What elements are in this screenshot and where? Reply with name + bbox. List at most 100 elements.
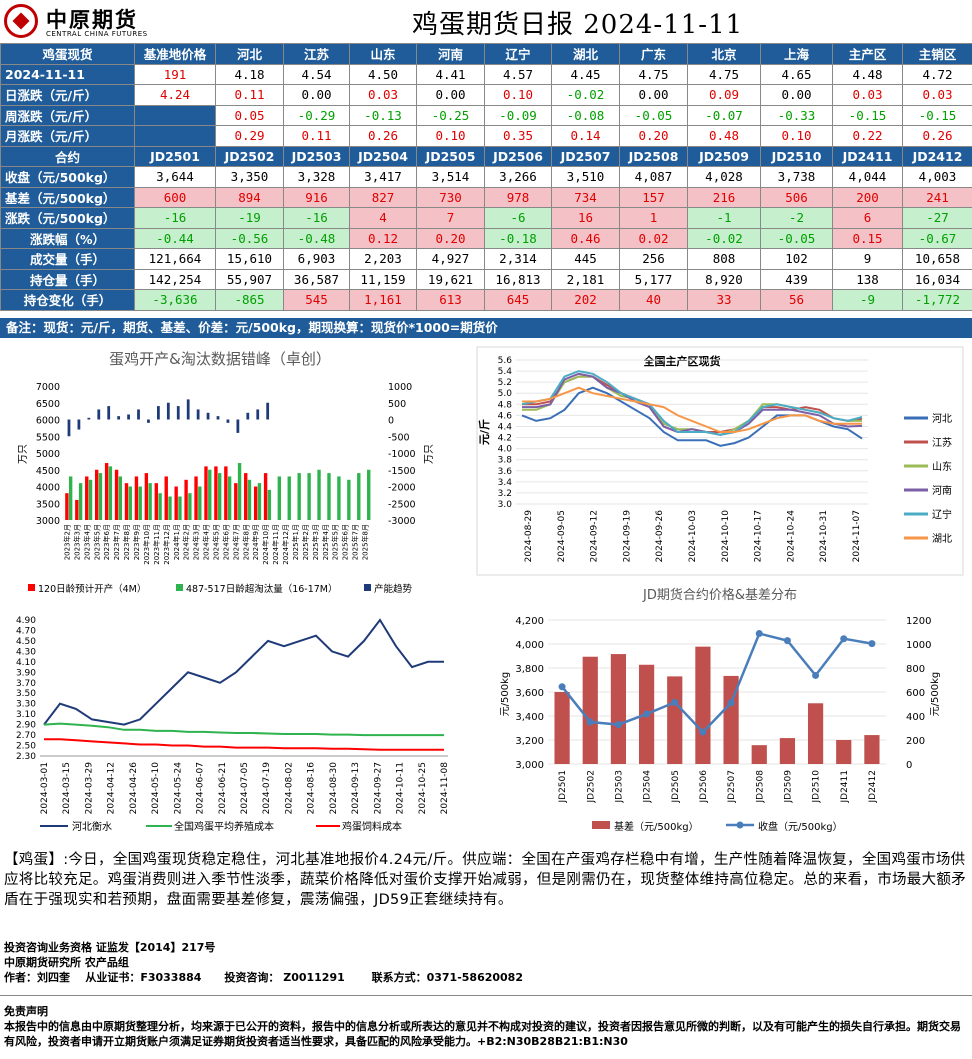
y-tick-label: 3.0: [498, 500, 513, 510]
contract-code: JD2503: [283, 145, 350, 167]
table-cell: 0.11: [283, 125, 350, 147]
y-tick-label: 2.90: [16, 721, 36, 731]
close-point: [699, 728, 707, 736]
column-header: 广东: [619, 43, 688, 65]
y-tick-label: 6000: [36, 416, 60, 427]
cull-bar: [237, 463, 242, 520]
open-bar: [174, 486, 178, 520]
y-tick-label: 5000: [36, 449, 60, 460]
x-tick-label: JD2504: [643, 770, 653, 804]
table-cell: 4.41: [416, 63, 485, 85]
x-tick-label: 2024-09-27: [373, 762, 383, 814]
table-cell: -0.05: [619, 104, 688, 126]
basis-bar: [779, 738, 796, 764]
contract-code: JD2412: [902, 145, 972, 167]
legend-label: 辽宁: [932, 508, 952, 521]
y-axis-label: 元/斤: [477, 419, 491, 445]
x-tick-label: 2023年8月: [122, 524, 131, 560]
table-cell: -3,636: [134, 289, 216, 311]
legend-label: 河北: [932, 413, 952, 425]
close-line: [561, 632, 873, 734]
open-bar: [114, 469, 119, 520]
basis-bar: [723, 675, 739, 764]
y2-axis-label: 元/500kg: [930, 672, 941, 717]
y-tick-label: 5500: [36, 432, 60, 443]
x-tick-label: 2023年4月: [82, 524, 91, 560]
series-line: [43, 618, 444, 726]
table-cell: 6,903: [283, 248, 350, 270]
table-row: 2024-11-11 191 4.18 4.54 4.50 4.41 4.57 4.45 4.7…: [0, 63, 972, 85]
trend-bar: [117, 416, 121, 420]
legend-label: 全国鸡蛋平均养殖成本: [174, 820, 274, 833]
cull-bar: [267, 489, 272, 520]
row-label: 周涨跌（元/斤）: [0, 104, 135, 126]
table-cell: -16: [283, 207, 350, 229]
table-cell: -0.25: [416, 104, 485, 126]
y-tick-label: 4,000: [515, 640, 544, 651]
open-bar: [154, 483, 158, 520]
table-cell: 645: [484, 289, 552, 311]
close-point: [812, 671, 820, 679]
y-tick-label: 4.0: [498, 445, 513, 455]
basis-bar: [667, 676, 683, 764]
x-tick-label: 2024-09-13: [351, 762, 361, 814]
x-tick-label: 2024年8月: [241, 524, 250, 560]
footer-author: 作者：刘四奎 从业证书：F3033884 投资咨询： Z0011291 联系方式…: [4, 971, 523, 984]
table-cell: -0.15: [902, 104, 972, 126]
cull-bar: [367, 469, 371, 520]
table-cell: -6: [484, 207, 552, 229]
cull-bar: [118, 476, 123, 520]
trend-bar: [266, 402, 270, 420]
y2-tick-label: 800: [906, 664, 925, 675]
row-label: 持仓变化（手）: [0, 289, 135, 311]
open-bar: [234, 483, 238, 520]
x-tick-label: JD2506: [699, 770, 709, 804]
y-tick-label: 4.4: [498, 422, 513, 432]
contract-header-label: 合约: [0, 145, 135, 167]
trend-bar: [196, 409, 200, 420]
disclaimer: 免责声明 本报告中的信息由中原期货整理分析，均来源于已公开的资料，报告中的信息分…: [4, 1004, 968, 1049]
footer-department: 中原期货研究所 农产品组: [4, 956, 129, 969]
open-bar: [224, 466, 228, 520]
table-cell: 439: [760, 268, 833, 290]
y-tick-label: 4.90: [16, 616, 36, 626]
table-cell: 7: [416, 207, 485, 229]
x-tick-label: 2023年5月: [92, 524, 101, 560]
close-point: [755, 630, 763, 638]
row-label: 持仓量（手）: [0, 268, 135, 290]
legend-label: 收盘（元/500kg）: [758, 820, 843, 833]
y-tick-label: 2.70: [16, 731, 36, 741]
column-header: 主产区: [832, 43, 903, 65]
open-bar: [94, 469, 99, 520]
cull-bar: [357, 473, 361, 520]
chart-frame: [476, 346, 964, 576]
trend-bar: [127, 414, 130, 420]
close-point: [643, 710, 651, 718]
table-cell: 11,159: [349, 268, 417, 290]
row-label: 成交量（手）: [0, 248, 135, 270]
x-tick-label: 2024年10月: [261, 524, 270, 565]
legend-label: 江苏: [932, 436, 952, 449]
close-point: [840, 635, 848, 643]
cull-bar: [317, 469, 321, 520]
series-line: [43, 722, 444, 737]
open-bar: [204, 466, 208, 520]
table-cell: 0.46: [551, 227, 620, 249]
report-footer: 投资咨询业务资格 证监发【2014】217号 中原期货研究所 农产品组 作者：刘…: [4, 940, 968, 985]
table-cell: 4.18: [215, 63, 284, 85]
cull-bar: [198, 486, 202, 520]
x-tick-label: 2024年9月: [251, 524, 260, 560]
legend-swatch: [364, 584, 371, 591]
table-cell: 216: [687, 186, 761, 208]
x-tick-label: 2024年1月: [172, 524, 181, 560]
table-cell: 0.03: [902, 84, 972, 106]
table-row: 收盘（元/500kg） 3,644 3,350 3,328 3,417 3,514 3,26…: [0, 166, 972, 188]
column-header: 上海: [760, 43, 833, 65]
x-tick-label: 2024-04-12: [107, 762, 117, 814]
x-tick-label: JD2505: [671, 770, 681, 804]
column-header: 河南: [416, 43, 485, 65]
table-cell: 3,266: [484, 166, 552, 188]
cull-bar: [327, 473, 331, 520]
table-row: 成交量（手） 121,664 15,610 6,903 2,203 4,927 2,314 4…: [0, 248, 972, 270]
cull-bar: [347, 479, 351, 520]
